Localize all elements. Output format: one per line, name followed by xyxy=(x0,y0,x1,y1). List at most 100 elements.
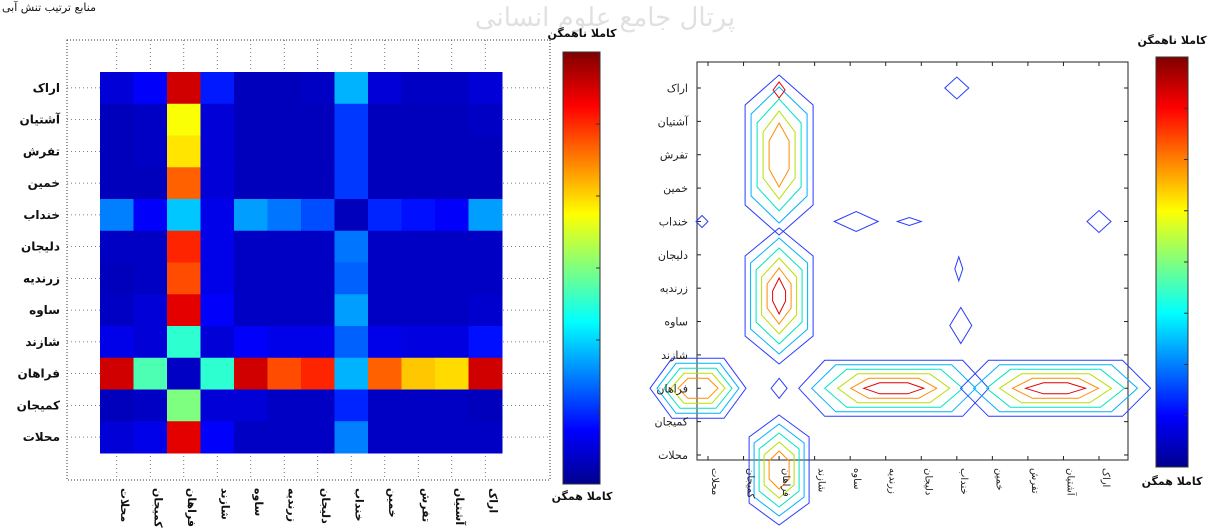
heatmap-cell xyxy=(334,135,369,168)
heatmap-cell xyxy=(334,389,369,422)
heatmap-row-label: محلات xyxy=(23,430,60,444)
contour-line xyxy=(836,373,951,404)
heatmap-cell xyxy=(234,72,268,105)
contour-line xyxy=(972,364,1139,413)
heatmap-cell xyxy=(133,294,168,327)
heatmap-cell xyxy=(301,72,335,105)
heatmap-cell xyxy=(200,230,235,263)
contour-lines xyxy=(649,74,1152,526)
contour-line xyxy=(695,214,709,229)
contour-column-label: زرندیه xyxy=(887,468,898,494)
heatmap-cell xyxy=(435,326,469,359)
heatmap-cell xyxy=(133,135,168,168)
heatmap-cell xyxy=(435,262,469,295)
heatmap-cell xyxy=(334,357,369,390)
contour-line xyxy=(944,76,970,100)
heatmap-cell xyxy=(468,135,503,168)
heatmap-row-label: فراهان xyxy=(17,367,60,381)
heatmap-cell xyxy=(267,326,302,359)
heatmap-cell xyxy=(234,167,268,200)
contour-line xyxy=(670,372,726,404)
contour-row-label: اراک xyxy=(667,82,688,95)
heatmap-row-label: خمین xyxy=(28,176,60,190)
heatmap-cell xyxy=(368,72,402,105)
heatmap-cell xyxy=(267,421,302,454)
heatmap-colorbar-top-label: کاملا ناهمگن xyxy=(547,27,617,40)
heatmap-column-labels: محلات کمیجان فراهان شازند ساوه زرندیه دلیجان خن… xyxy=(118,488,500,528)
heatmap-cell xyxy=(200,357,235,390)
contour-column-label: تفرش xyxy=(1029,468,1040,494)
contour-line xyxy=(772,81,786,99)
heatmap-cell xyxy=(133,262,168,295)
heatmap-cell xyxy=(334,72,369,105)
contour-row-labels: اراک آشتیان تفرش خمین خنداب دلیجان زرندیه ساوه ش… xyxy=(655,82,689,462)
contour-colorbar xyxy=(1155,56,1189,468)
contour-line xyxy=(1086,209,1112,234)
contour-line xyxy=(810,364,977,413)
heatmap-cell xyxy=(334,326,369,359)
heatmap-cell xyxy=(468,357,503,390)
contour-column-label: آشتیان xyxy=(1064,468,1077,497)
heatmap-column-label: زرندیه xyxy=(285,488,298,522)
heatmap-cell xyxy=(468,103,503,136)
heatmap-cell xyxy=(435,135,469,168)
watermark: پرتال جامع علوم انسانی xyxy=(475,3,735,33)
heatmap-cell xyxy=(301,167,335,200)
contour-chart: اراک آشتیان تفرش خمین خنداب دلیجان زرندیه ساوه ش… xyxy=(649,34,1207,526)
heatmap-cell xyxy=(267,389,302,422)
heatmap-column-label: خنداب xyxy=(352,488,365,522)
heatmap-cell xyxy=(401,389,436,422)
heatmap-cell xyxy=(100,230,134,263)
heatmap-cell xyxy=(368,167,402,200)
contour-line xyxy=(959,359,1152,417)
heatmap-column-label: دلیجان xyxy=(319,488,332,524)
heatmap-cell xyxy=(468,230,503,263)
heatmap-cell xyxy=(301,230,335,263)
heatmap-cell xyxy=(167,262,201,295)
heatmap-cell xyxy=(200,326,235,359)
contour-column-label: دلیجان xyxy=(922,468,933,495)
heatmap-column-label: ساوه xyxy=(252,488,265,516)
heatmap-cell xyxy=(167,167,201,200)
contour-line xyxy=(744,74,814,236)
heatmap-cell xyxy=(100,135,134,168)
contour-column-label: خنداب xyxy=(958,468,969,495)
heatmap-cell xyxy=(167,294,201,327)
heatmap-cell xyxy=(334,230,369,263)
contour-axes-frame xyxy=(696,61,1129,461)
contour-line xyxy=(954,255,964,283)
heatmap-cell xyxy=(234,135,268,168)
heatmap-cell xyxy=(301,103,335,136)
heatmap-cell xyxy=(234,294,268,327)
heatmap-cell xyxy=(200,421,235,454)
heatmap-cell xyxy=(401,326,436,359)
heatmap-cell xyxy=(200,262,235,295)
heatmap-cell xyxy=(267,103,302,136)
heatmap-cell xyxy=(133,326,168,359)
heatmap-cell xyxy=(368,230,402,263)
heatmap-cell xyxy=(100,389,134,422)
contour-colorbar-ticks xyxy=(1184,56,1188,468)
heatmap-cells xyxy=(100,72,503,454)
heatmap-cell xyxy=(435,199,469,232)
heatmap-cell xyxy=(435,421,469,454)
heatmap-row-label: تفرش xyxy=(23,144,60,158)
heatmap-cell xyxy=(401,357,436,390)
contour-column-label: فراهان xyxy=(780,468,791,497)
heatmap-cell xyxy=(234,421,268,454)
heatmap-cell xyxy=(401,103,436,136)
heatmap-cell xyxy=(234,357,268,390)
heatmap-cell xyxy=(368,389,402,422)
contour-line xyxy=(1023,382,1088,395)
heatmap-cell xyxy=(100,357,134,390)
heatmap-cell xyxy=(167,199,201,232)
heatmap-cell xyxy=(334,167,369,200)
contour-line xyxy=(750,86,808,224)
heatmap-cell xyxy=(200,72,235,105)
heatmap-cell xyxy=(401,262,436,295)
contour-line xyxy=(649,357,747,419)
contour-row-label: دلیجان xyxy=(658,249,688,262)
contour-row-label: کمیجان xyxy=(655,416,689,429)
heatmap-cell xyxy=(468,326,503,359)
heatmap-cell xyxy=(100,421,134,454)
